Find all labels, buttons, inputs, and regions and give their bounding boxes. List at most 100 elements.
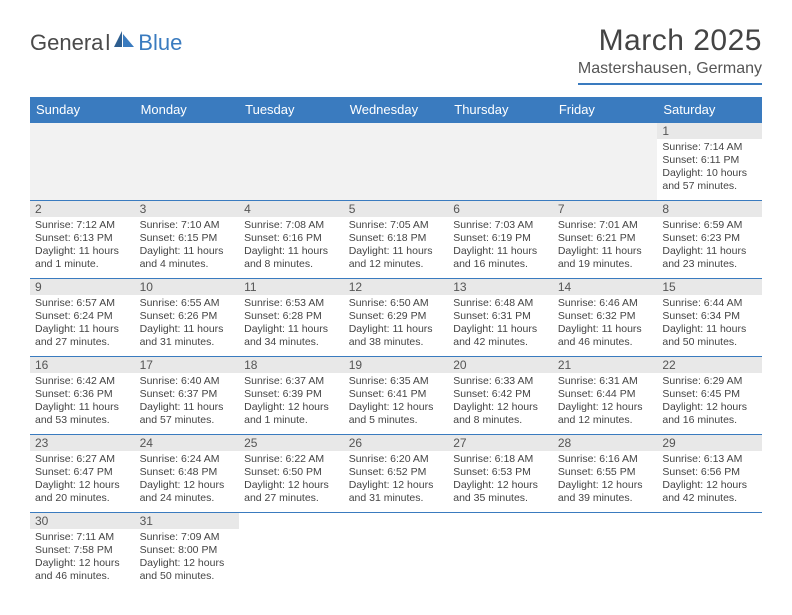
calendar-cell: [553, 513, 658, 591]
day-body: Sunrise: 6:18 AMSunset: 6:53 PMDaylight:…: [448, 451, 553, 510]
sunset-text: Sunset: 6:41 PM: [349, 388, 444, 401]
day-body: Sunrise: 6:16 AMSunset: 6:55 PMDaylight:…: [553, 451, 658, 510]
calendar-week: 9Sunrise: 6:57 AMSunset: 6:24 PMDaylight…: [30, 279, 762, 357]
daylight-text-1: Daylight: 11 hours: [558, 245, 653, 258]
daylight-text-2: and 19 minutes.: [558, 258, 653, 271]
sunset-text: Sunset: 6:37 PM: [140, 388, 235, 401]
logo-text-general: Genera: [30, 30, 103, 56]
daylight-text-2: and 42 minutes.: [662, 492, 757, 505]
daylight-text-1: Daylight: 11 hours: [140, 401, 235, 414]
day-number: 22: [657, 357, 762, 373]
calendar-cell: 3Sunrise: 7:10 AMSunset: 6:15 PMDaylight…: [135, 201, 240, 279]
sunrise-text: Sunrise: 6:33 AM: [453, 375, 548, 388]
calendar-cell: 13Sunrise: 6:48 AMSunset: 6:31 PMDayligh…: [448, 279, 553, 357]
sunrise-text: Sunrise: 6:44 AM: [662, 297, 757, 310]
sunset-text: Sunset: 6:42 PM: [453, 388, 548, 401]
day-number: 26: [344, 435, 449, 451]
sunrise-text: Sunrise: 6:20 AM: [349, 453, 444, 466]
daylight-text-2: and 1 minute.: [35, 258, 130, 271]
sunset-text: Sunset: 6:15 PM: [140, 232, 235, 245]
col-tuesday: Tuesday: [239, 97, 344, 123]
day-body: Sunrise: 6:40 AMSunset: 6:37 PMDaylight:…: [135, 373, 240, 432]
daylight-text-1: Daylight: 11 hours: [35, 245, 130, 258]
daylight-text-1: Daylight: 11 hours: [662, 245, 757, 258]
calendar-cell: 2Sunrise: 7:12 AMSunset: 6:13 PMDaylight…: [30, 201, 135, 279]
calendar-cell: 1Sunrise: 7:14 AMSunset: 6:11 PMDaylight…: [657, 123, 762, 201]
day-body: Sunrise: 6:59 AMSunset: 6:23 PMDaylight:…: [657, 217, 762, 276]
calendar-cell: 25 Sunrise: 6:22 AMSunset: 6:50 PMDayligh…: [239, 435, 344, 513]
day-number: 25: [239, 435, 344, 451]
daylight-text-1: Daylight: 12 hours: [662, 401, 757, 414]
col-monday: Monday: [135, 97, 240, 123]
sunset-text: Sunset: 6:18 PM: [349, 232, 444, 245]
daylight-text-2: and 39 minutes.: [558, 492, 653, 505]
calendar-page: General Blue March 2025 Mastershausen, G…: [0, 0, 792, 615]
day-number: 16: [30, 357, 135, 373]
sunset-text: Sunset: 6:47 PM: [35, 466, 130, 479]
daylight-text-1: Daylight: 11 hours: [35, 401, 130, 414]
calendar-cell: 30Sunrise: 7:11 AMSunset: 7:58 PMDayligh…: [30, 513, 135, 591]
calendar-week: 16Sunrise: 6:42 AMSunset: 6:36 PMDayligh…: [30, 357, 762, 435]
daylight-text-1: Daylight: 11 hours: [35, 323, 130, 336]
daylight-text-1: Daylight: 11 hours: [349, 323, 444, 336]
calendar-cell: [239, 513, 344, 591]
title-block: March 2025 Mastershausen, Germany: [578, 24, 762, 85]
daylight-text-2: and 46 minutes.: [558, 336, 653, 349]
sunrise-text: Sunrise: 6:53 AM: [244, 297, 339, 310]
day-body: Sunrise: 7:10 AMSunset: 6:15 PMDaylight:…: [135, 217, 240, 276]
col-friday: Friday: [553, 97, 658, 123]
calendar-cell: 4Sunrise: 7:08 AMSunset: 6:16 PMDaylight…: [239, 201, 344, 279]
calendar-cell: 17Sunrise: 6:40 AMSunset: 6:37 PMDayligh…: [135, 357, 240, 435]
day-body: Sunrise: 6:55 AMSunset: 6:26 PMDaylight:…: [135, 295, 240, 354]
header: General Blue March 2025 Mastershausen, G…: [30, 24, 762, 85]
day-body: Sunrise: 6:29 AMSunset: 6:45 PMDaylight:…: [657, 373, 762, 432]
day-body: Sunrise: 6:48 AMSunset: 6:31 PMDaylight:…: [448, 295, 553, 354]
sunset-text: Sunset: 6:48 PM: [140, 466, 235, 479]
sunrise-text: Sunrise: 6:42 AM: [35, 375, 130, 388]
calendar-cell: [344, 513, 449, 591]
daylight-text-1: Daylight: 12 hours: [140, 479, 235, 492]
calendar-cell: 12Sunrise: 6:50 AMSunset: 6:29 PMDayligh…: [344, 279, 449, 357]
sunset-text: Sunset: 6:29 PM: [349, 310, 444, 323]
col-saturday: Saturday: [657, 97, 762, 123]
calendar-week: 2Sunrise: 7:12 AMSunset: 6:13 PMDaylight…: [30, 201, 762, 279]
calendar-cell: [657, 513, 762, 591]
col-thursday: Thursday: [448, 97, 553, 123]
day-body: Sunrise: 7:09 AMSunset: 8:00 PMDaylight:…: [135, 529, 240, 588]
calendar-cell: [135, 123, 240, 201]
sunset-text: Sunset: 6:56 PM: [662, 466, 757, 479]
day-number: 13: [448, 279, 553, 295]
daylight-text-2: and 35 minutes.: [453, 492, 548, 505]
sunset-text: Sunset: 6:21 PM: [558, 232, 653, 245]
sunrise-text: Sunrise: 6:13 AM: [662, 453, 757, 466]
sunrise-text: Sunrise: 6:22 AM: [244, 453, 339, 466]
day-number: 10: [135, 279, 240, 295]
sunrise-text: Sunrise: 6:16 AM: [558, 453, 653, 466]
sunset-text: Sunset: 6:26 PM: [140, 310, 235, 323]
sunset-text: Sunset: 6:16 PM: [244, 232, 339, 245]
calendar-cell: 15Sunrise: 6:44 AMSunset: 6:34 PMDayligh…: [657, 279, 762, 357]
sunrise-text: Sunrise: 7:11 AM: [35, 531, 130, 544]
day-body: Sunrise: 7:12 AMSunset: 6:13 PMDaylight:…: [30, 217, 135, 276]
calendar-cell: [344, 123, 449, 201]
daylight-text-1: Daylight: 12 hours: [349, 401, 444, 414]
daylight-text-1: Daylight: 11 hours: [140, 323, 235, 336]
daylight-text-1: Daylight: 12 hours: [244, 479, 339, 492]
daylight-text-1: Daylight: 12 hours: [558, 401, 653, 414]
sunrise-text: Sunrise: 7:09 AM: [140, 531, 235, 544]
sunset-text: Sunset: 6:32 PM: [558, 310, 653, 323]
day-body: Sunrise: 7:08 AMSunset: 6:16 PMDaylight:…: [239, 217, 344, 276]
daylight-text-1: Daylight: 11 hours: [349, 245, 444, 258]
sunrise-text: Sunrise: 7:08 AM: [244, 219, 339, 232]
daylight-text-1: Daylight: 12 hours: [349, 479, 444, 492]
calendar-week: 1Sunrise: 7:14 AMSunset: 6:11 PMDaylight…: [30, 123, 762, 201]
sunset-text: Sunset: 6:50 PM: [244, 466, 339, 479]
day-body: Sunrise: 7:14 AMSunset: 6:11 PMDaylight:…: [657, 139, 762, 198]
calendar-cell: 7Sunrise: 7:01 AMSunset: 6:21 PMDaylight…: [553, 201, 658, 279]
col-wednesday: Wednesday: [344, 97, 449, 123]
daylight-text-1: Daylight: 12 hours: [662, 479, 757, 492]
daylight-text-2: and 31 minutes.: [349, 492, 444, 505]
calendar-cell: 20Sunrise: 6:33 AMSunset: 6:42 PMDayligh…: [448, 357, 553, 435]
daylight-text-2: and 34 minutes.: [244, 336, 339, 349]
logo-text-blue: Blue: [138, 30, 182, 56]
